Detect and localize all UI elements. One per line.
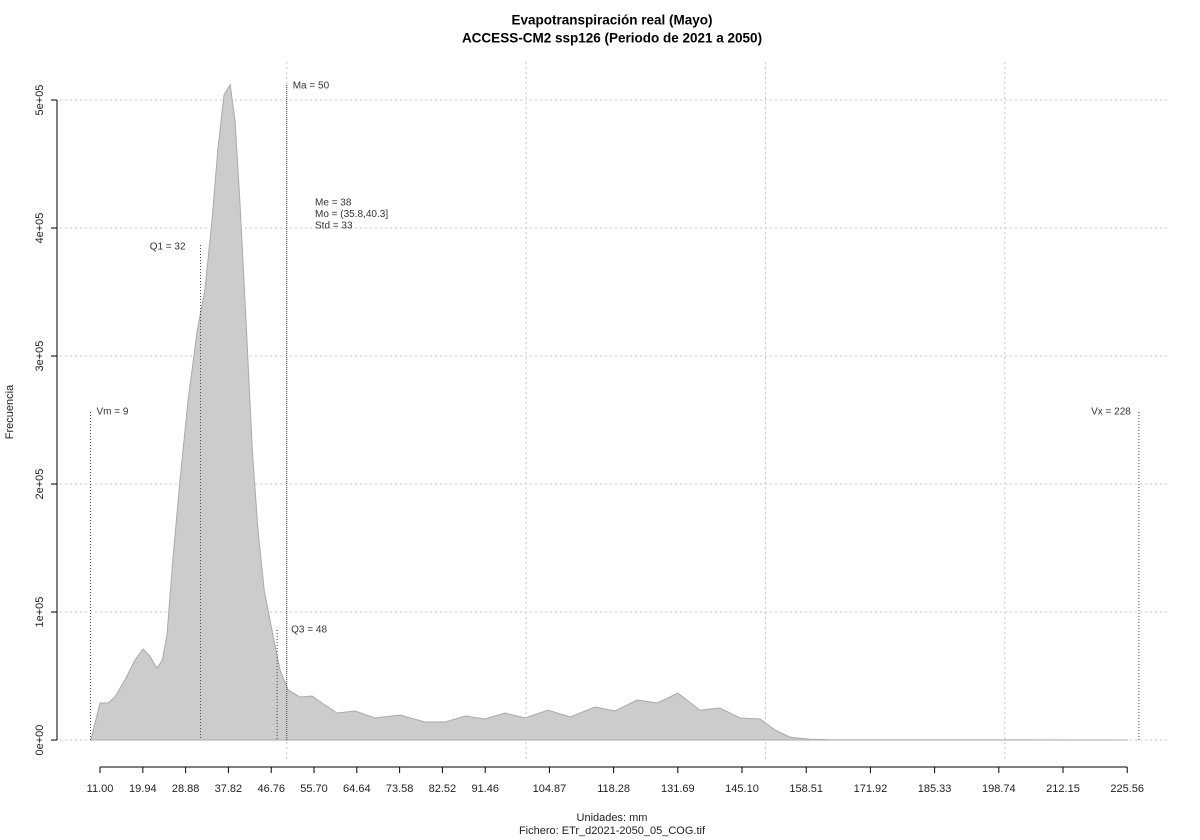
x-tick-label: 145.10 (725, 783, 759, 795)
x-tick-label: 28.88 (172, 783, 200, 795)
x-tick-label: 158.51 (789, 783, 823, 795)
x-tick-label: 212.15 (1046, 783, 1080, 795)
x-tick-label: 104.87 (533, 783, 567, 795)
y-tick-label: 2e+05 (34, 469, 46, 500)
x-tick-label: 19.94 (129, 783, 157, 795)
x-tick-label: 131.69 (661, 783, 695, 795)
y-tick-label: 4e+05 (34, 213, 46, 244)
x-tick-label: 91.46 (471, 783, 499, 795)
x-tick-label: 64.64 (343, 783, 371, 795)
x-tick-label: 225.56 (1110, 783, 1144, 795)
y-tick-label: 5e+05 (34, 85, 46, 116)
x-tick-label: 11.00 (87, 783, 114, 795)
marker-label: Vm = 9 (96, 407, 128, 418)
x-tick-label: 171.92 (854, 783, 888, 795)
marker-label: Q3 = 48 (291, 625, 327, 636)
x-axis-label: Unidades: mm (577, 812, 648, 824)
x-tick-label: 198.74 (982, 783, 1016, 795)
x-tick-label: 46.76 (257, 783, 285, 795)
marker-label: Vx = 228 (1091, 407, 1131, 418)
x-tick-label: 37.82 (215, 783, 243, 795)
y-tick-label: 3e+05 (34, 341, 46, 372)
caption: Fichero: ETr_d2021-2050_05_COG.tif (519, 825, 706, 837)
y-axis-label: Frecuencia (4, 384, 16, 439)
y-tick-label: 1e+05 (34, 597, 46, 628)
x-tick-label: 55.70 (300, 783, 328, 795)
marker-label: Ma = 50 (293, 81, 330, 92)
chart-title: Evapotranspiración real (Mayo) (511, 13, 712, 28)
y-tick-label: 0e+00 (34, 725, 46, 756)
stat-label: Std = 33 (315, 221, 353, 232)
density-area (90, 83, 1129, 741)
stat-label: Me = 38 (315, 198, 352, 209)
x-tick-label: 82.52 (429, 783, 457, 795)
x-tick-label: 118.28 (597, 783, 630, 795)
marker-label: Q1 = 32 (150, 242, 186, 253)
x-tick-label: 185.33 (918, 783, 952, 795)
chart-subtitle: ACCESS-CM2 ssp126 (Periodo de 2021 a 205… (462, 31, 762, 46)
x-tick-label: 73.58 (386, 783, 414, 795)
stat-label: Mo = (35.8,40.3] (315, 209, 388, 220)
